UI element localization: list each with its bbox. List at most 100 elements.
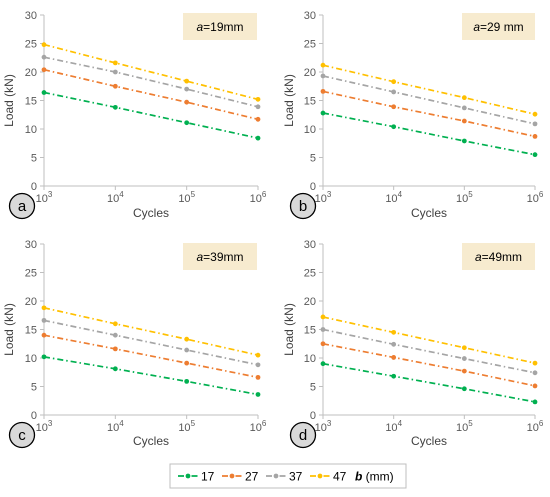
data-point — [184, 120, 189, 125]
y-tick-label: 10 — [25, 124, 37, 136]
data-point — [321, 327, 326, 332]
x-tick-label: 106 — [527, 419, 544, 434]
data-point — [321, 63, 326, 68]
legend-label: 27 — [245, 470, 259, 484]
annotation-box: a=49mm — [462, 243, 535, 270]
y-tick-label: 20 — [25, 296, 37, 308]
series-line — [323, 76, 535, 124]
data-point — [42, 305, 47, 310]
legend-unit: b (mm) — [355, 470, 394, 484]
data-point — [391, 124, 396, 129]
x-tick-label: 106 — [250, 419, 267, 434]
x-tick-label: 104 — [385, 419, 402, 434]
data-point — [256, 375, 261, 380]
series-27 — [321, 341, 538, 388]
series-line — [323, 330, 535, 373]
data-point — [42, 333, 47, 338]
y-tick-label: 15 — [25, 96, 37, 108]
series-line — [323, 91, 535, 136]
y-tick-label: 15 — [304, 325, 316, 337]
data-point — [184, 348, 189, 353]
legend-label: 17 — [201, 470, 215, 484]
chart-panel-b: 051015202530103 104 105 106CyclesLoad (kN)a… — [282, 10, 544, 220]
y-tick-label: 20 — [304, 296, 316, 308]
series-line — [44, 70, 258, 120]
y-tick-label: 30 — [304, 10, 316, 22]
series-line — [44, 357, 258, 395]
data-point — [42, 90, 47, 95]
legend-unit-rest: (mm) — [362, 470, 393, 484]
panel-label-text: b — [299, 198, 307, 215]
x-axis-title: Cycles — [411, 206, 447, 220]
y-tick-label: 30 — [25, 239, 37, 251]
y-tick-label: 30 — [25, 10, 37, 22]
chart-panel-c: 051015202530103 104 105 106CyclesLoad (kN)a… — [2, 239, 267, 448]
annotation-text: a=49mm — [475, 250, 522, 264]
series-17 — [42, 90, 261, 140]
data-point — [113, 333, 118, 338]
series-line — [44, 93, 258, 139]
y-tick-label: 25 — [304, 268, 316, 280]
y-tick-label: 0 — [31, 181, 37, 193]
legend-swatch-marker — [318, 474, 323, 479]
data-point — [113, 60, 118, 65]
data-point — [184, 79, 189, 84]
y-tick-label: 0 — [310, 410, 316, 422]
data-point — [256, 362, 261, 367]
data-point — [42, 354, 47, 359]
series-line — [323, 317, 535, 363]
data-point — [256, 353, 261, 358]
panel-label: d — [291, 423, 316, 448]
data-point — [184, 337, 189, 342]
data-point — [533, 370, 538, 375]
annotation-box: a=29 mm — [462, 13, 535, 40]
y-tick-label: 25 — [25, 268, 37, 280]
data-point — [462, 356, 467, 361]
series-17 — [321, 361, 538, 404]
y-tick-label: 10 — [304, 124, 316, 136]
data-point — [113, 70, 118, 75]
data-point — [391, 342, 396, 347]
data-point — [256, 97, 261, 102]
x-tick-label: 105 — [178, 419, 195, 434]
series-47 — [42, 42, 261, 102]
data-point — [533, 384, 538, 389]
legend-unit-var: b — [355, 470, 362, 484]
series-17 — [42, 354, 261, 396]
legend-label: 47 — [333, 470, 347, 484]
series-27 — [42, 67, 261, 121]
data-point — [462, 369, 467, 374]
x-tick-label: 106 — [527, 190, 544, 205]
x-axis-title: Cycles — [411, 434, 447, 448]
y-tick-label: 25 — [304, 39, 316, 51]
series-47 — [321, 315, 538, 366]
x-tick-label: 106 — [250, 190, 267, 205]
x-tick-label: 104 — [107, 419, 124, 434]
y-tick-label: 20 — [304, 67, 316, 79]
series-37 — [42, 318, 261, 367]
series-17 — [321, 111, 538, 157]
data-point — [462, 345, 467, 350]
y-tick-label: 0 — [31, 410, 37, 422]
data-point — [42, 42, 47, 47]
data-point — [256, 136, 261, 141]
data-point — [462, 106, 467, 111]
data-point — [256, 392, 261, 397]
x-tick-label: 105 — [456, 419, 473, 434]
series-line — [323, 364, 535, 402]
data-point — [113, 346, 118, 351]
x-axis-title: Cycles — [133, 434, 169, 448]
x-tick-label: 105 — [456, 190, 473, 205]
chart-panel-a: 0 5 10 15 20 25 30 103 104 105 106 Cycles Load (kN) a… — [2, 10, 267, 220]
legend: 17 27 37 47 b (mm) — [170, 464, 406, 488]
data-point — [462, 139, 467, 144]
data-point — [462, 119, 467, 124]
data-point — [391, 355, 396, 360]
data-point — [42, 67, 47, 72]
data-point — [256, 117, 261, 122]
series-line — [323, 113, 535, 155]
series-line — [44, 45, 258, 100]
legend-label: 37 — [289, 470, 303, 484]
